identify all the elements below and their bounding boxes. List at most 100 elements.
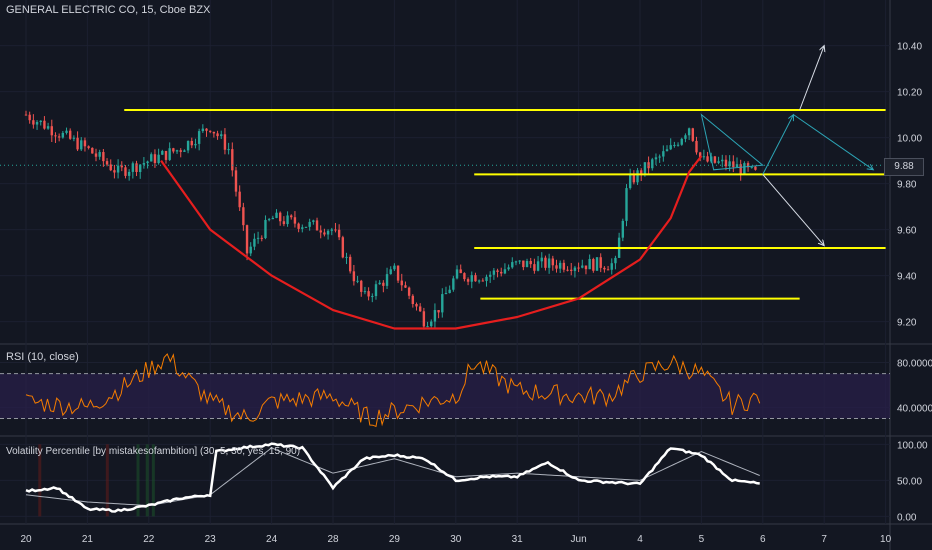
candle-body — [577, 267, 580, 269]
candle-body — [105, 161, 109, 165]
candle-body — [662, 151, 665, 157]
candle-body — [275, 212, 278, 218]
candle-body — [330, 229, 333, 231]
candle-body — [334, 229, 337, 231]
candle-body — [323, 232, 326, 235]
candle-body — [337, 229, 341, 238]
candle-body — [566, 269, 569, 271]
candle-body — [728, 161, 731, 167]
candle-body — [223, 134, 227, 150]
candle-body — [474, 275, 477, 282]
y-tick-label: 10.00 — [897, 134, 922, 145]
candle-body — [651, 159, 654, 169]
candle-body — [522, 260, 525, 268]
triangle-pattern — [700, 113, 765, 171]
candle-body — [267, 219, 271, 221]
candle-body — [139, 164, 142, 173]
projection-arrow — [762, 174, 824, 245]
candle-body — [290, 215, 293, 218]
candle-body — [220, 134, 223, 137]
candle-body — [264, 219, 267, 239]
candle-body — [735, 164, 739, 168]
candle-body — [341, 237, 345, 258]
candle-body — [57, 136, 61, 138]
candle-body — [551, 258, 555, 266]
candle-body — [466, 279, 470, 282]
candle-body — [658, 156, 661, 158]
candle-body — [24, 114, 28, 116]
y-tick-label: 10.20 — [897, 88, 922, 99]
candle-body — [547, 258, 551, 268]
candle-body — [632, 174, 636, 183]
candle-body — [529, 260, 532, 265]
candle-body — [455, 269, 459, 279]
candle-body — [721, 159, 724, 162]
y-tick-label: 10.40 — [897, 42, 922, 53]
candle-body — [135, 163, 138, 173]
x-tick-label: 31 — [512, 534, 524, 545]
x-tick-label: 20 — [20, 534, 32, 545]
candle-body — [260, 237, 263, 239]
y-tick-label: 50.00 — [897, 476, 922, 487]
volatility-flag-bar — [136, 444, 140, 517]
candle-body — [444, 293, 448, 295]
candle-body — [150, 154, 153, 162]
candle-body — [687, 128, 691, 136]
candle-body — [507, 267, 510, 270]
candle-body — [271, 217, 275, 220]
candle-body — [743, 163, 746, 174]
candle-body — [485, 276, 488, 281]
candle-body — [503, 269, 507, 274]
y-tick-label: 9.60 — [897, 226, 917, 237]
candle-body — [360, 280, 363, 292]
candle-body — [433, 310, 437, 322]
candle-body — [422, 311, 426, 327]
candle-body — [636, 170, 639, 183]
x-tick-label: Jun — [571, 534, 587, 545]
candle-body — [389, 269, 392, 275]
candle-body — [168, 148, 171, 160]
candle-body — [102, 152, 105, 162]
candle-body — [459, 269, 462, 274]
candle-body — [345, 256, 348, 258]
candle-body — [80, 140, 83, 150]
candle-body — [558, 262, 562, 269]
candle-body — [669, 145, 672, 150]
candle-body — [124, 167, 127, 176]
candle-body — [286, 215, 289, 225]
candle-body — [448, 289, 451, 294]
candle-body — [396, 265, 400, 281]
candle-body — [691, 128, 695, 141]
cup-curve — [160, 155, 703, 330]
y-tick-label: 9.80 — [897, 180, 917, 191]
candle-body — [382, 282, 385, 286]
candle-body — [50, 126, 53, 136]
candle-body — [496, 270, 499, 272]
candle-body — [363, 291, 367, 293]
candle-body — [378, 282, 381, 285]
candle-body — [610, 263, 613, 270]
candle-body — [555, 265, 558, 269]
candle-body — [352, 271, 356, 282]
candle-body — [684, 135, 687, 139]
rsi-band — [0, 373, 890, 419]
candle-body — [83, 140, 87, 147]
candle-body — [87, 146, 90, 148]
candle-body — [367, 291, 370, 297]
candle-body — [161, 150, 164, 155]
y-tick-label: 0.00 — [897, 512, 917, 523]
candle-body — [393, 265, 396, 270]
candle-body — [514, 261, 518, 263]
candle-body — [76, 137, 79, 150]
candle-body — [415, 303, 418, 307]
candle-body — [437, 310, 440, 313]
candle-body — [488, 274, 492, 277]
y-tick-label: 80.0000 — [897, 358, 932, 369]
volatility-title: Volatility Percentile [by mistakesofambi… — [6, 446, 301, 457]
candle-body — [452, 278, 455, 290]
candle-body — [426, 326, 429, 328]
candle-body — [194, 143, 197, 146]
candle-body — [739, 164, 742, 174]
